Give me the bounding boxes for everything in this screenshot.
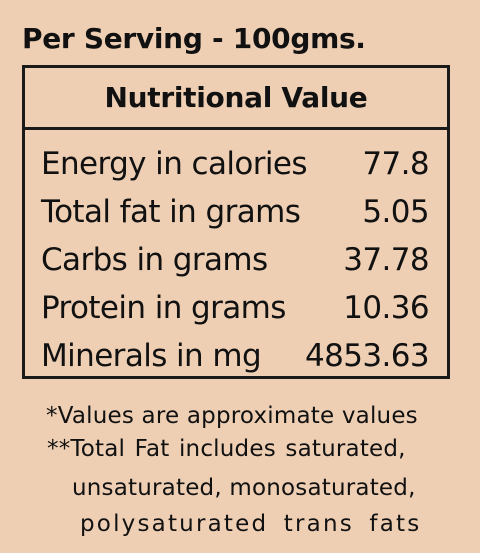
footnote-total-fat-end: polysaturated trans fats [80,511,422,537]
row-label: Minerals in mg [41,338,262,374]
row-energy: Energy in calories 77.8 [25,140,447,188]
row-value: 10.36 [343,290,429,326]
row-value: 4853.63 [305,338,430,374]
serving-heading: Per Serving - 100gms. [22,22,366,55]
row-minerals: Minerals in mg 4853.63 [25,332,447,380]
row-carbs: Carbs in grams 37.78 [25,236,447,284]
panel-title: Nutritional Value [25,68,447,130]
nutrition-rows: Energy in calories 77.8 Total fat in gra… [25,140,447,380]
row-label: Total fat in grams [41,194,301,230]
row-value: 37.78 [343,242,429,278]
row-total-fat: Total fat in grams 5.05 [25,188,447,236]
row-label: Protein in grams [41,290,286,326]
row-label: Carbs in grams [41,242,268,278]
row-label: Energy in calories [41,146,308,182]
row-protein: Protein in grams 10.36 [25,284,447,332]
row-value: 5.05 [362,194,429,230]
footnote-total-fat-cont: unsaturated, monosaturated, [72,475,416,501]
footnote-total-fat: **Total Fat includes saturated, [47,436,406,462]
nutrition-panel: Nutritional Value Energy in calories 77.… [22,65,450,379]
footnote-approximate: *Values are approximate values [46,403,418,429]
row-value: 77.8 [362,146,429,182]
